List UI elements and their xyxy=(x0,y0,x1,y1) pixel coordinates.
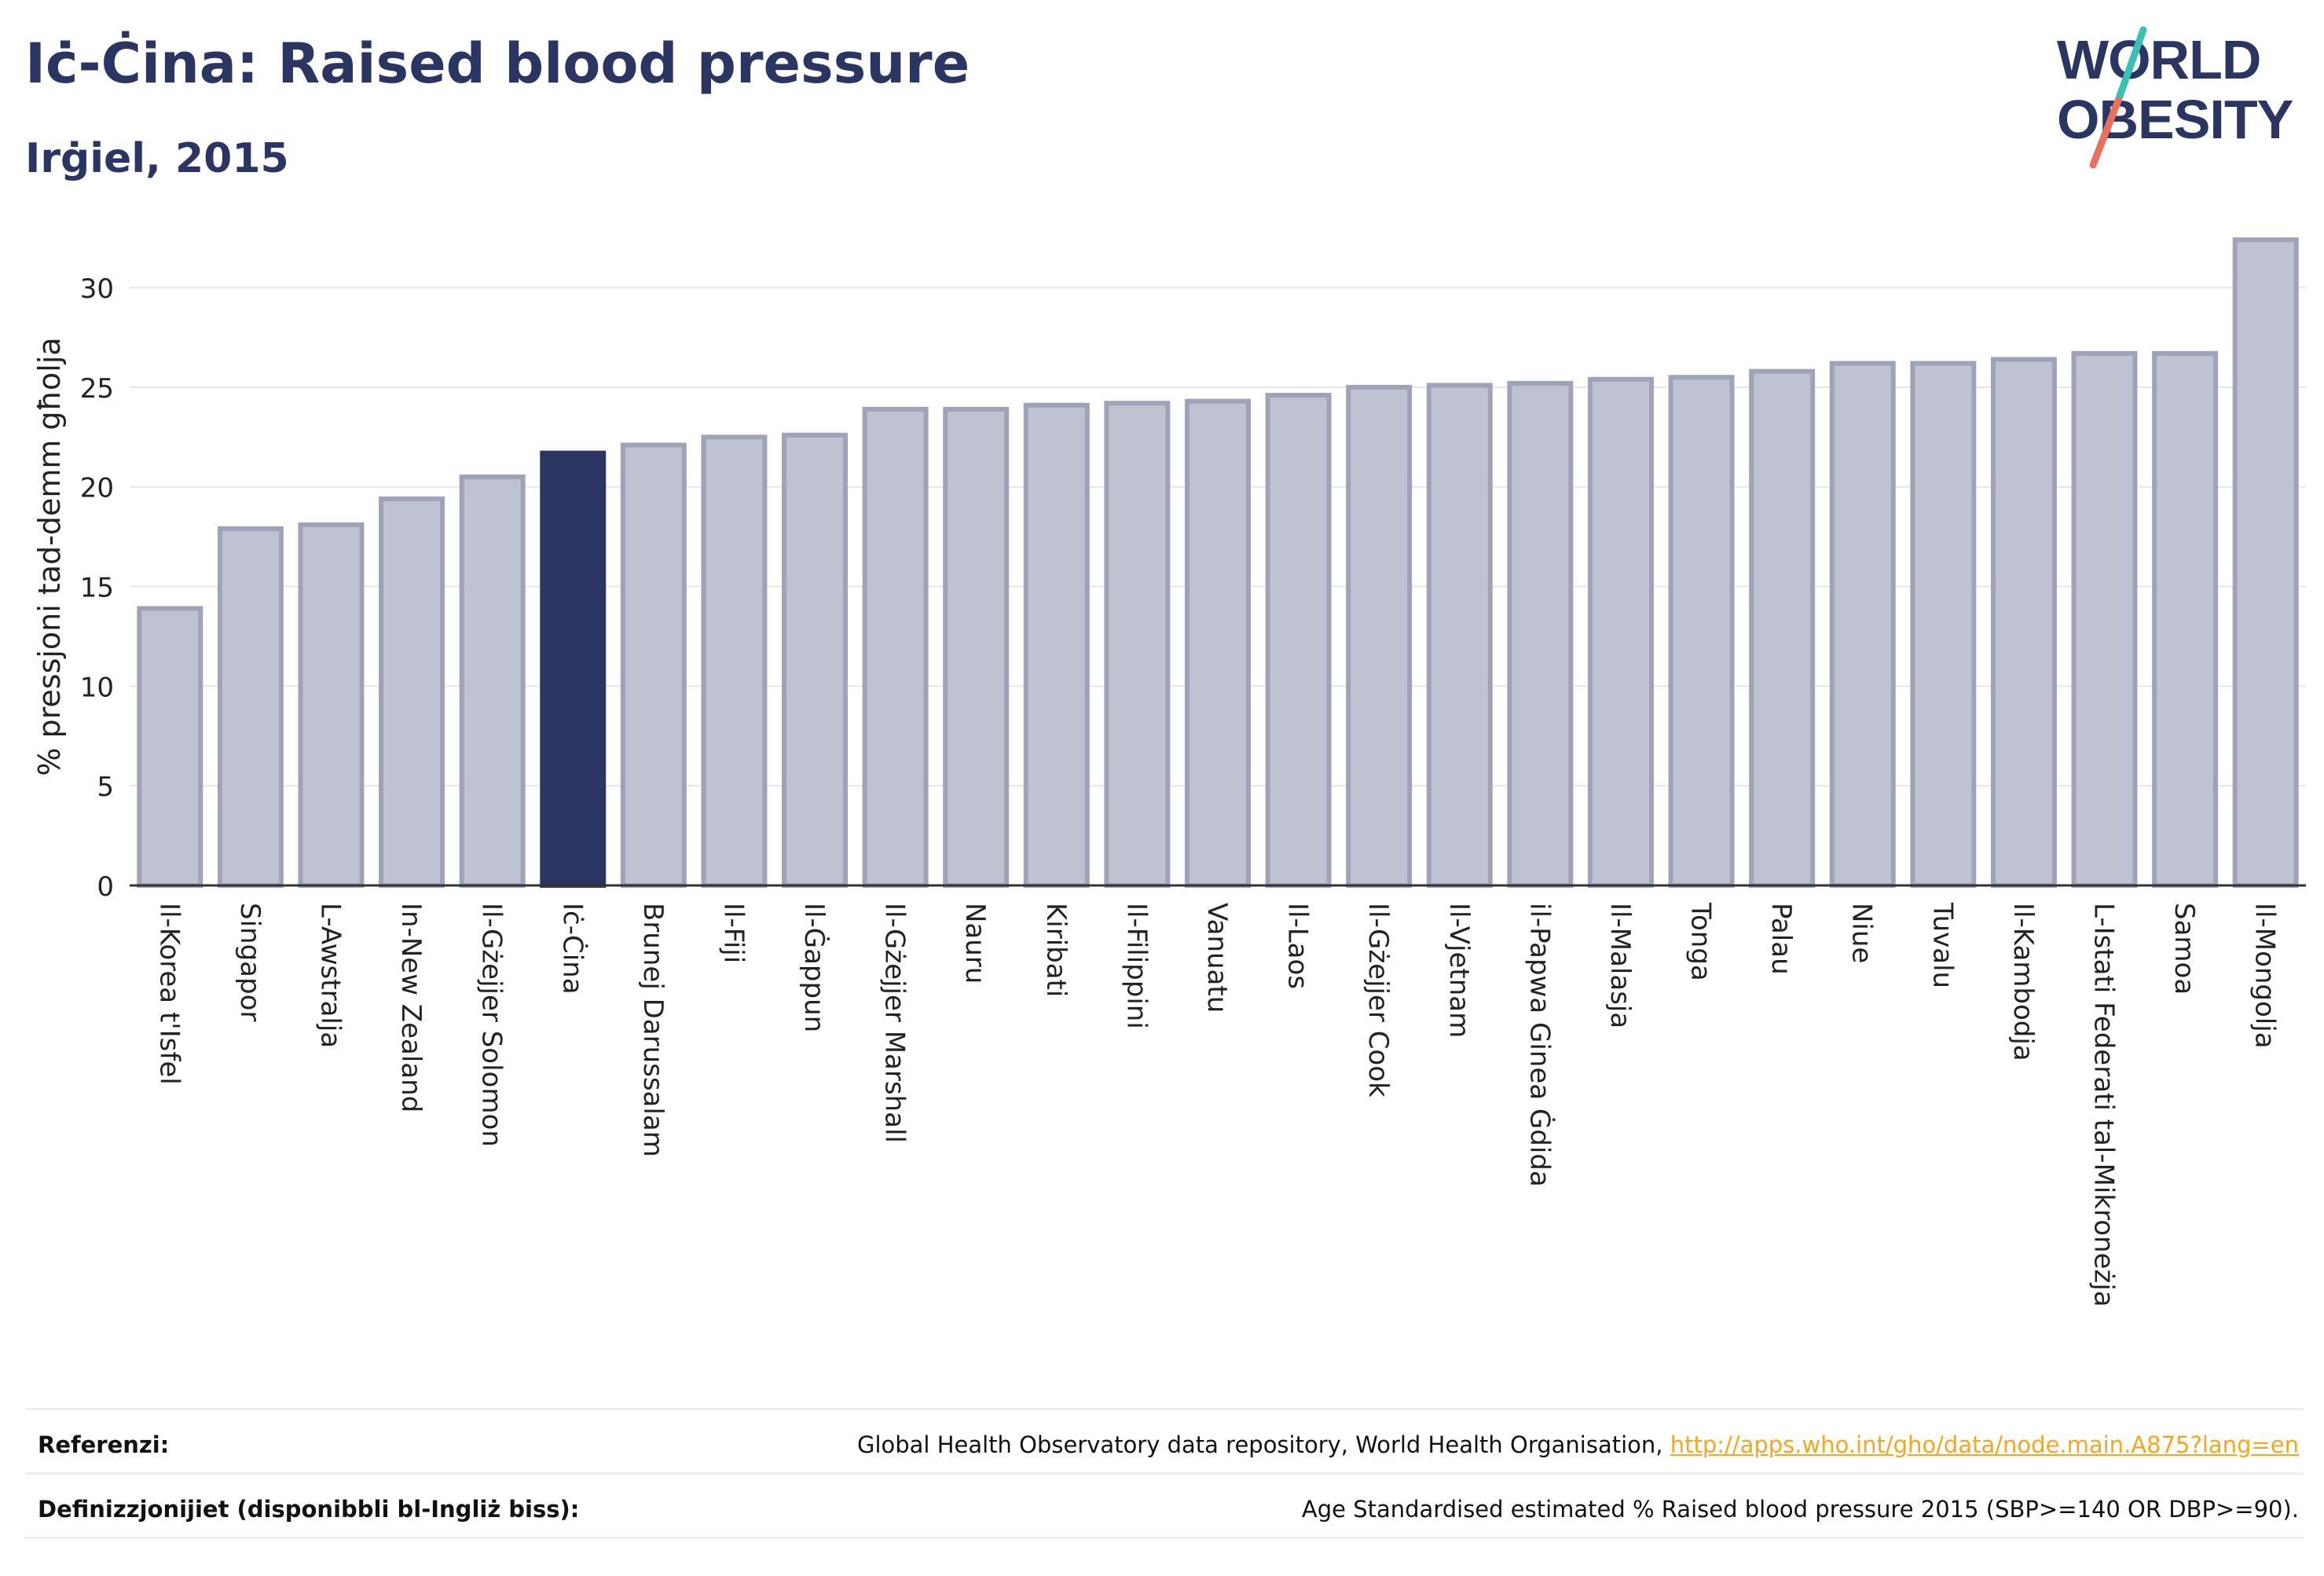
x-tick-label: Tuvalu xyxy=(1926,902,1958,988)
x-tick-label: In-New Zealand xyxy=(395,903,427,1112)
x-tick-label: L-Awstralja xyxy=(314,903,346,1048)
references-link[interactable]: http://apps.who.int/gho/data/node.main.A… xyxy=(1670,1431,2299,1458)
bar xyxy=(1587,376,1654,889)
footer-divider-bottom xyxy=(25,1537,2304,1539)
x-tick-label: Tonga xyxy=(1685,902,1717,981)
y-tick-label: 30 xyxy=(80,273,114,305)
references-label: Referenzi: xyxy=(38,1431,170,1458)
references-value: Global Health Observatory data repositor… xyxy=(857,1431,2299,1458)
chart-title: Iċ-Ċina: Raised blood pressure xyxy=(25,31,970,96)
y-tick-label: 0 xyxy=(97,871,114,903)
bar xyxy=(298,522,365,888)
x-tick-label: Kiribati xyxy=(1040,903,1072,997)
x-tick-label: Il-Gżejjer Marshall xyxy=(879,903,911,1143)
bar xyxy=(1507,380,1574,888)
bar xyxy=(2071,350,2138,889)
bar xyxy=(379,496,445,888)
x-tick-label: Brunej Darussalam xyxy=(637,903,669,1157)
bar xyxy=(620,442,687,888)
bar xyxy=(2152,350,2219,889)
x-tick-label: Il-Vjetnam xyxy=(1443,903,1475,1038)
bar xyxy=(1185,398,1251,888)
bars xyxy=(137,237,2299,889)
bar xyxy=(1990,357,2057,888)
x-tick-label: Palau xyxy=(1765,903,1797,975)
logo-slash-teal xyxy=(2114,26,2147,104)
x-tick-label: L-Istati Federati tal-Mikroneżja xyxy=(2088,903,2120,1307)
bar xyxy=(1426,383,1493,888)
bar xyxy=(459,475,526,888)
bar xyxy=(217,526,284,888)
bar-chart: 0 5 10 15 20 25 30 Il-Korea t'Isfel Singapor L-Aw… xyxy=(32,237,2306,1307)
bar xyxy=(862,406,929,888)
y-tick-label: 15 xyxy=(80,573,114,604)
x-tick-label: Vanuatu xyxy=(1201,903,1233,1013)
x-tick-label: Il-Malasja xyxy=(1604,903,1636,1028)
x-tick-label: Il-Gżejjer Solomon xyxy=(476,903,508,1147)
bar xyxy=(1668,375,1735,888)
references-text: Global Health Observatory data repositor… xyxy=(856,1431,1670,1458)
footer-divider-middle xyxy=(25,1472,2304,1475)
x-tick-label: Il-Mongolja xyxy=(2249,903,2281,1049)
bar xyxy=(2232,237,2299,888)
bar xyxy=(1829,361,1896,888)
x-tick-label: Singapor xyxy=(234,903,266,1021)
bar xyxy=(1104,401,1171,888)
y-tick-label: 25 xyxy=(80,373,114,405)
x-tick-label: Il-Filippini xyxy=(1120,903,1152,1029)
world-obesity-logo: WORLD OBESITY xyxy=(2057,26,2294,169)
bar xyxy=(1023,402,1090,888)
logo-text-world: WORLD xyxy=(2057,29,2260,90)
x-tick-label: Samoa xyxy=(2168,903,2200,995)
logo-slash-coral xyxy=(2089,97,2122,169)
bar xyxy=(1346,384,1413,888)
y-axis-label: % pressjoni tad-demm għolja xyxy=(32,337,67,775)
footer-divider-top xyxy=(25,1408,2304,1410)
bar xyxy=(782,432,849,888)
definitions-label: Definizzjonijiet (disponibbli bl-Ingliż … xyxy=(38,1496,580,1523)
x-tick-label: Niue xyxy=(1846,903,1878,963)
x-tick-label: Il-Fiji xyxy=(717,903,749,963)
bar xyxy=(1910,361,1977,888)
x-tick-label: il-Papwa Ginea Ġdida xyxy=(1523,903,1556,1187)
x-tick-label: Nauru xyxy=(959,903,991,984)
bar xyxy=(943,406,1010,888)
logo-text-obesity: OBESITY xyxy=(2057,89,2293,150)
y-tick-label: 5 xyxy=(97,772,114,803)
bar xyxy=(1749,368,1816,889)
axes: 0 5 10 15 20 25 30 Il-Korea t'Isfel Singapor L-Aw… xyxy=(80,273,2306,1307)
x-tick-label: Il-Ġappun xyxy=(798,903,830,1032)
x-tick-label: Iċ-Ċina xyxy=(556,903,588,995)
definitions-value: Age Standardised estimated % Raised bloo… xyxy=(1301,1496,2299,1523)
x-tick-label: Il-Kambodja xyxy=(2007,903,2039,1061)
y-tick-label: 10 xyxy=(80,672,114,703)
y-tick-label: 20 xyxy=(80,473,114,504)
x-tick-label: Il-Gżejjer Cook xyxy=(1362,903,1394,1098)
bar xyxy=(1265,393,1332,888)
bar-highlighted xyxy=(540,450,607,888)
bar xyxy=(701,434,768,888)
x-tick-label: Il-Korea t'Isfel xyxy=(153,903,185,1085)
x-tick-label: Il-Laos xyxy=(1282,903,1314,989)
chart-subtitle: Irġiel, 2015 xyxy=(25,135,289,182)
bar xyxy=(137,606,203,888)
